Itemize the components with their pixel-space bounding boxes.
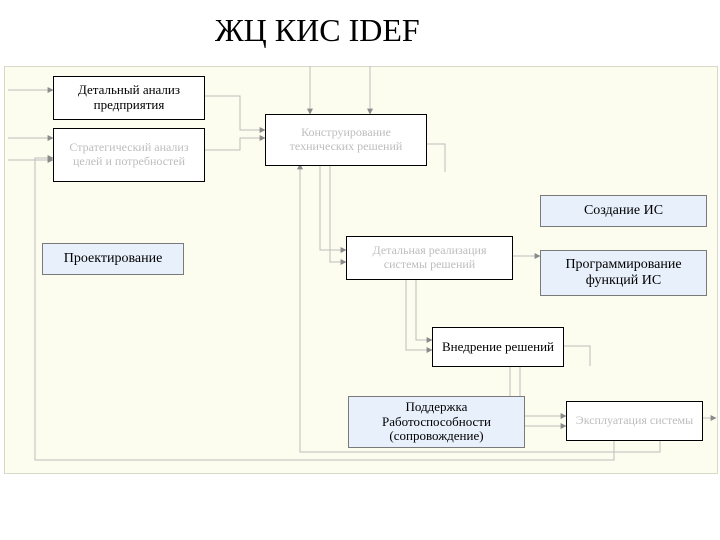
label-box-L3: Программирование функций ИС [540, 250, 707, 296]
label-box-text: Создание ИС [580, 201, 667, 221]
label-box-text: Поддержка Работоспособности (сопровожден… [349, 398, 524, 447]
label-box-text: Проектирование [60, 249, 167, 269]
label-box-text: Программирование функций ИС [541, 255, 706, 291]
idef-box-text: Конструирование технических решений [266, 124, 426, 156]
idef-box-text: Детальная реализация системы решений [347, 242, 512, 274]
connector [35, 158, 614, 460]
label-box-L4: Поддержка Работоспособности (сопровожден… [348, 396, 525, 448]
diagram-canvas: ЖЦ КИС IDEF Детальный анализ предприятия… [0, 0, 720, 540]
idef-box-b2: Стратегический анализ целей и потребност… [53, 128, 205, 182]
idef-box-text: Эксплуатация системы [572, 412, 697, 430]
idef-box-b1: Детальный анализ предприятия [53, 76, 205, 120]
label-box-L2: Создание ИС [540, 195, 707, 227]
connector [203, 138, 265, 150]
idef-box-text: Стратегический анализ целей и потребност… [54, 139, 204, 171]
connector [406, 278, 432, 350]
connector [330, 164, 346, 262]
idef-box-b4: Детальная реализация системы решений [346, 236, 513, 280]
connector [520, 365, 566, 416]
connector [320, 164, 346, 250]
connector [425, 144, 445, 172]
connector [416, 278, 432, 340]
idef-box-text: Внедрение решений [438, 338, 558, 357]
idef-box-b6: Эксплуатация системы [566, 401, 703, 441]
connector [562, 346, 590, 366]
idef-box-b5: Внедрение решений [432, 327, 564, 367]
idef-box-b3: Конструирование технических решений [265, 114, 427, 166]
connector [203, 96, 265, 130]
idef-box-text: Детальный анализ предприятия [54, 81, 204, 115]
label-box-L1: Проектирование [42, 243, 184, 275]
